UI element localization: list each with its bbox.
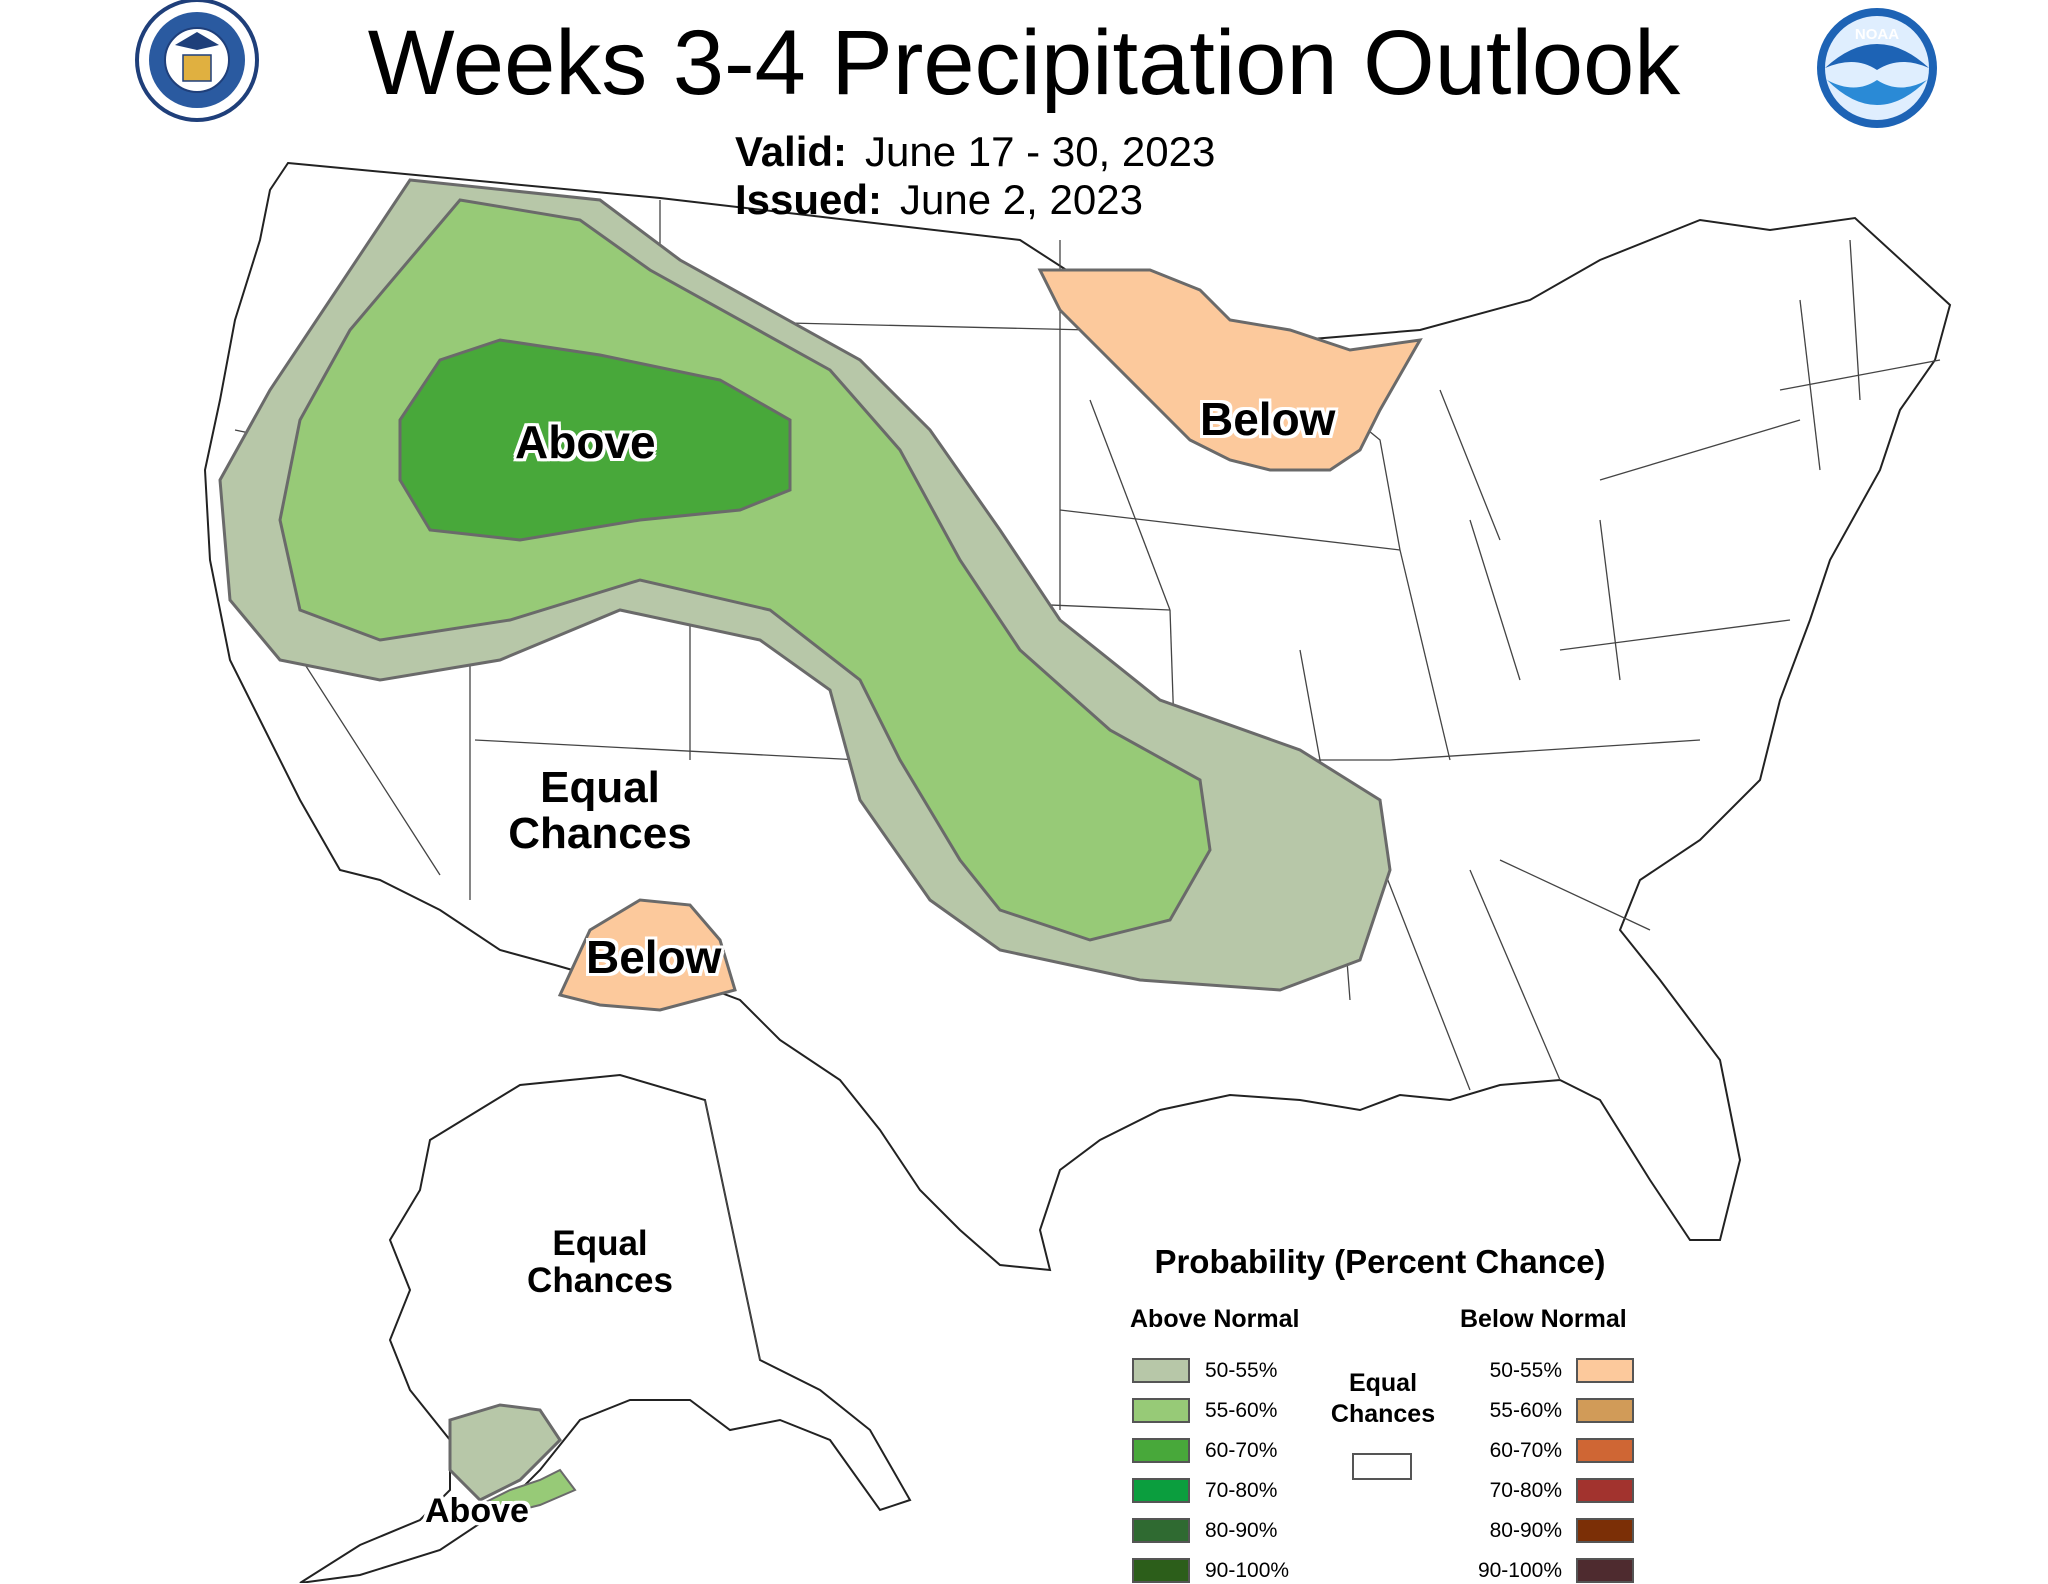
legend-title: Probability (Percent Chance)	[1154, 1243, 1606, 1280]
ak-equal-line-1: Equal	[552, 1224, 648, 1263]
noaa-logo	[1817, 8, 1937, 128]
commerce-seal-logo	[135, 0, 259, 122]
alaska-outline	[299, 1073, 912, 1583]
legend-above-swatch-2	[1132, 1398, 1190, 1423]
legend-above-swatch-5	[1132, 1518, 1190, 1543]
legend-below-range-2: 55-60%	[1489, 1399, 1562, 1422]
alaska-above-55-region	[477, 1468, 577, 1517]
legend-above-range-2: 55-60%	[1205, 1399, 1278, 1422]
below-great-lakes-region	[1037, 268, 1423, 472]
legend-above-swatch-6	[1132, 1558, 1190, 1583]
map-label-alaska-above: Above	[425, 1492, 529, 1530]
legend-below-swatch-1	[1576, 1358, 1634, 1383]
legend-above-range-3: 60-70%	[1205, 1439, 1278, 1462]
valid-label: Valid:	[735, 128, 848, 175]
legend-below-range-3: 60-70%	[1489, 1439, 1562, 1462]
below-southwest-region	[557, 898, 737, 1012]
alaska-above-region	[448, 1403, 562, 1502]
legend-below-swatch-6	[1576, 1558, 1634, 1583]
legend-above-range-5: 80-90%	[1205, 1519, 1278, 1542]
legend-below-swatch-2	[1576, 1398, 1634, 1423]
legend-above-swatch-1	[1132, 1358, 1190, 1383]
legend-below-header: Below Normal	[1460, 1305, 1627, 1333]
map-label-great-lakes-below: Below	[1200, 393, 1336, 445]
sw-equal-line-2: Chances	[508, 809, 692, 859]
valid-dates: Valid: June 17 - 30, 2023	[735, 128, 1215, 176]
legend-above-swatch-4	[1132, 1478, 1190, 1503]
alaska-border	[704, 1099, 761, 1361]
valid-value: June 17 - 30, 2023	[865, 128, 1216, 175]
issued-value: June 2, 2023	[900, 176, 1143, 223]
map-label-nw-above: Above	[515, 416, 656, 468]
legend-below-range-6: 90-100%	[1477, 1559, 1562, 1582]
legend-below-swatch-3	[1576, 1438, 1634, 1463]
legend-equal-chances-label: Equal Chances	[1318, 1368, 1448, 1430]
above-60-70-region	[398, 338, 792, 542]
legend-above-range-4: 70-80%	[1205, 1479, 1278, 1502]
map-label-sw-below: Below	[586, 931, 722, 983]
legend-equal-chances-swatch	[1352, 1453, 1412, 1480]
issued-date: Issued: June 2, 2023	[735, 176, 1143, 224]
legend-above-header: Above Normal	[1130, 1305, 1300, 1333]
legend-below-swatch-4	[1576, 1478, 1634, 1503]
legend-equal-line-2: Chances	[1330, 1400, 1436, 1428]
legend-below-range-4: 70-80%	[1489, 1479, 1562, 1502]
issued-label: Issued:	[735, 176, 883, 223]
legend-above-range-1: 50-55%	[1205, 1359, 1278, 1382]
noaa-logo-text: NOAA	[1854, 26, 1900, 43]
legend-equal-line-1: Equal	[1348, 1369, 1418, 1397]
legend-below-range-5: 80-90%	[1489, 1519, 1562, 1542]
map-label-sw-equal-chances: Equal Chances	[480, 763, 720, 859]
sw-equal-line-1: Equal	[540, 763, 660, 812]
legend-below-swatch-5	[1576, 1518, 1634, 1543]
page-title: Weeks 3-4 Precipitation Outlook	[367, 12, 1681, 114]
legend-below-range-1: 50-55%	[1489, 1359, 1562, 1382]
ak-equal-line-2: Chances	[527, 1260, 673, 1300]
legend-above-range-6: 90-100%	[1205, 1559, 1290, 1582]
legend-above-swatch-3	[1132, 1438, 1190, 1463]
map-label-alaska-equal-chances: Equal Chances	[505, 1224, 695, 1300]
